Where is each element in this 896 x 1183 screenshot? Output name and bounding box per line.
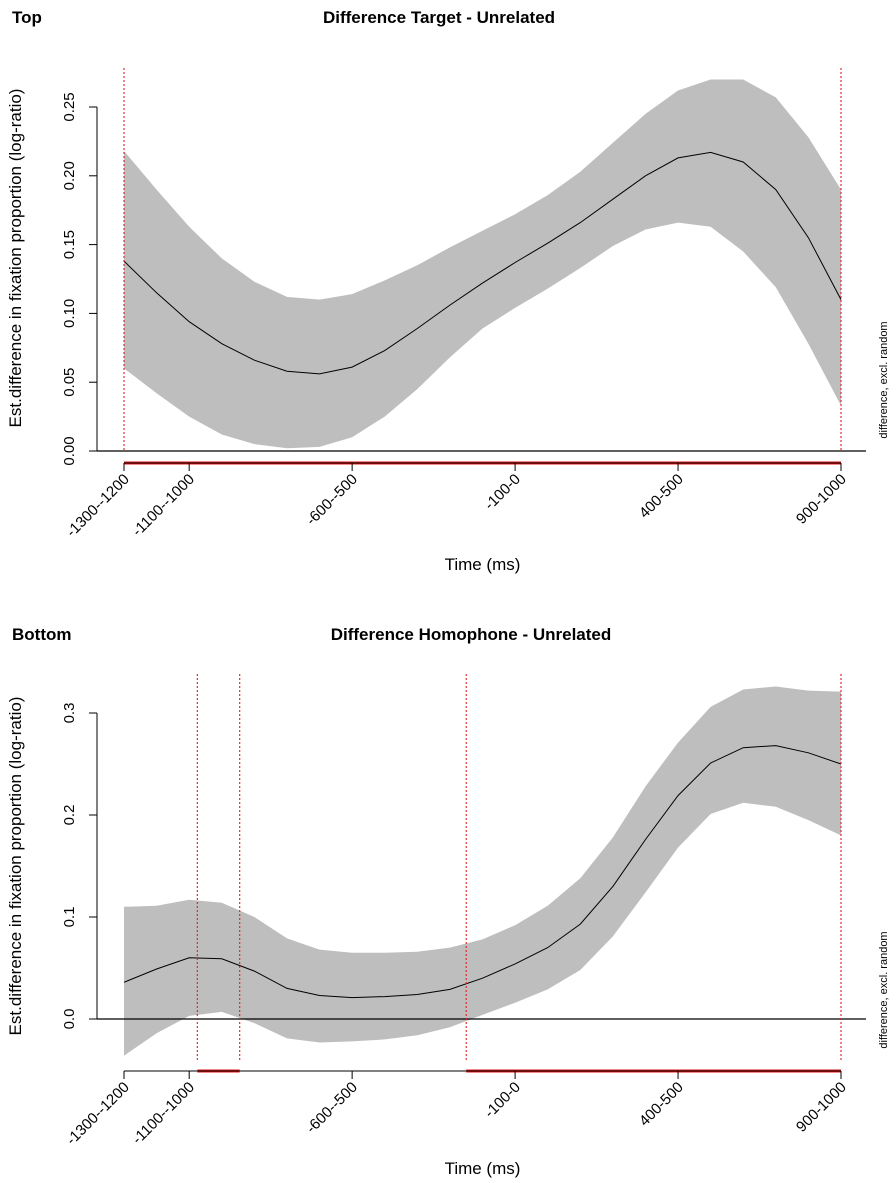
y-tick-label: 0.00 bbox=[61, 436, 78, 465]
x-tick-label: -100-0 bbox=[481, 1079, 524, 1122]
y-tick-label: 0.1 bbox=[61, 907, 78, 928]
y-tick-label: 0.0 bbox=[61, 1009, 78, 1030]
panel-label: Top bbox=[12, 8, 42, 27]
x-tick-label: 900-1000 bbox=[793, 471, 850, 528]
x-tick-label: 900-1000 bbox=[793, 1079, 850, 1136]
x-axis-label: Time (ms) bbox=[445, 555, 521, 574]
x-tick-label: 400-500 bbox=[636, 471, 687, 522]
y-tick-label: 0.10 bbox=[61, 299, 78, 328]
y-axis-label: Est.difference in fixation proportion (l… bbox=[6, 89, 25, 428]
side-label: difference, excl. random bbox=[878, 321, 890, 438]
y-tick-label: 0.05 bbox=[61, 368, 78, 397]
x-tick-label: -1300--1200 bbox=[63, 471, 133, 541]
y-tick-label: 0.15 bbox=[61, 230, 78, 259]
x-tick-label: -1100--1000 bbox=[129, 471, 198, 540]
x-tick-label: -600--500 bbox=[303, 471, 361, 529]
x-tick-label: -1300--1200 bbox=[63, 1079, 133, 1149]
side-label: difference, excl. random bbox=[878, 931, 890, 1048]
confidence-band bbox=[124, 686, 841, 1056]
x-axis-label: Time (ms) bbox=[445, 1159, 521, 1178]
y-axis-label: Est.difference in fixation proportion (l… bbox=[6, 697, 25, 1036]
x-tick-label: -100-0 bbox=[481, 471, 524, 514]
panel-label: Bottom bbox=[12, 625, 71, 644]
confidence-band bbox=[124, 79, 841, 449]
estimate-line bbox=[123, 151, 842, 375]
x-tick-label: -1100--1000 bbox=[129, 1079, 198, 1148]
y-tick-label: 0.20 bbox=[61, 161, 78, 190]
chart-title: Difference Homophone - Unrelated bbox=[331, 625, 612, 644]
x-tick-label: -600--500 bbox=[303, 1079, 361, 1137]
y-tick-label: 0.3 bbox=[61, 703, 78, 724]
chart-title: Difference Target - Unrelated bbox=[323, 8, 555, 27]
estimate-line bbox=[123, 745, 842, 999]
panel-top: Top Difference Target - Unrelated 0.00 0.05… bbox=[6, 8, 890, 574]
panel-bottom: Bottom Difference Homophone - Unrelated 0.… bbox=[6, 625, 890, 1178]
x-tick-label: 400-500 bbox=[636, 1079, 687, 1130]
y-tick-label: 0.2 bbox=[61, 805, 78, 826]
y-tick-label: 0.25 bbox=[61, 92, 78, 121]
